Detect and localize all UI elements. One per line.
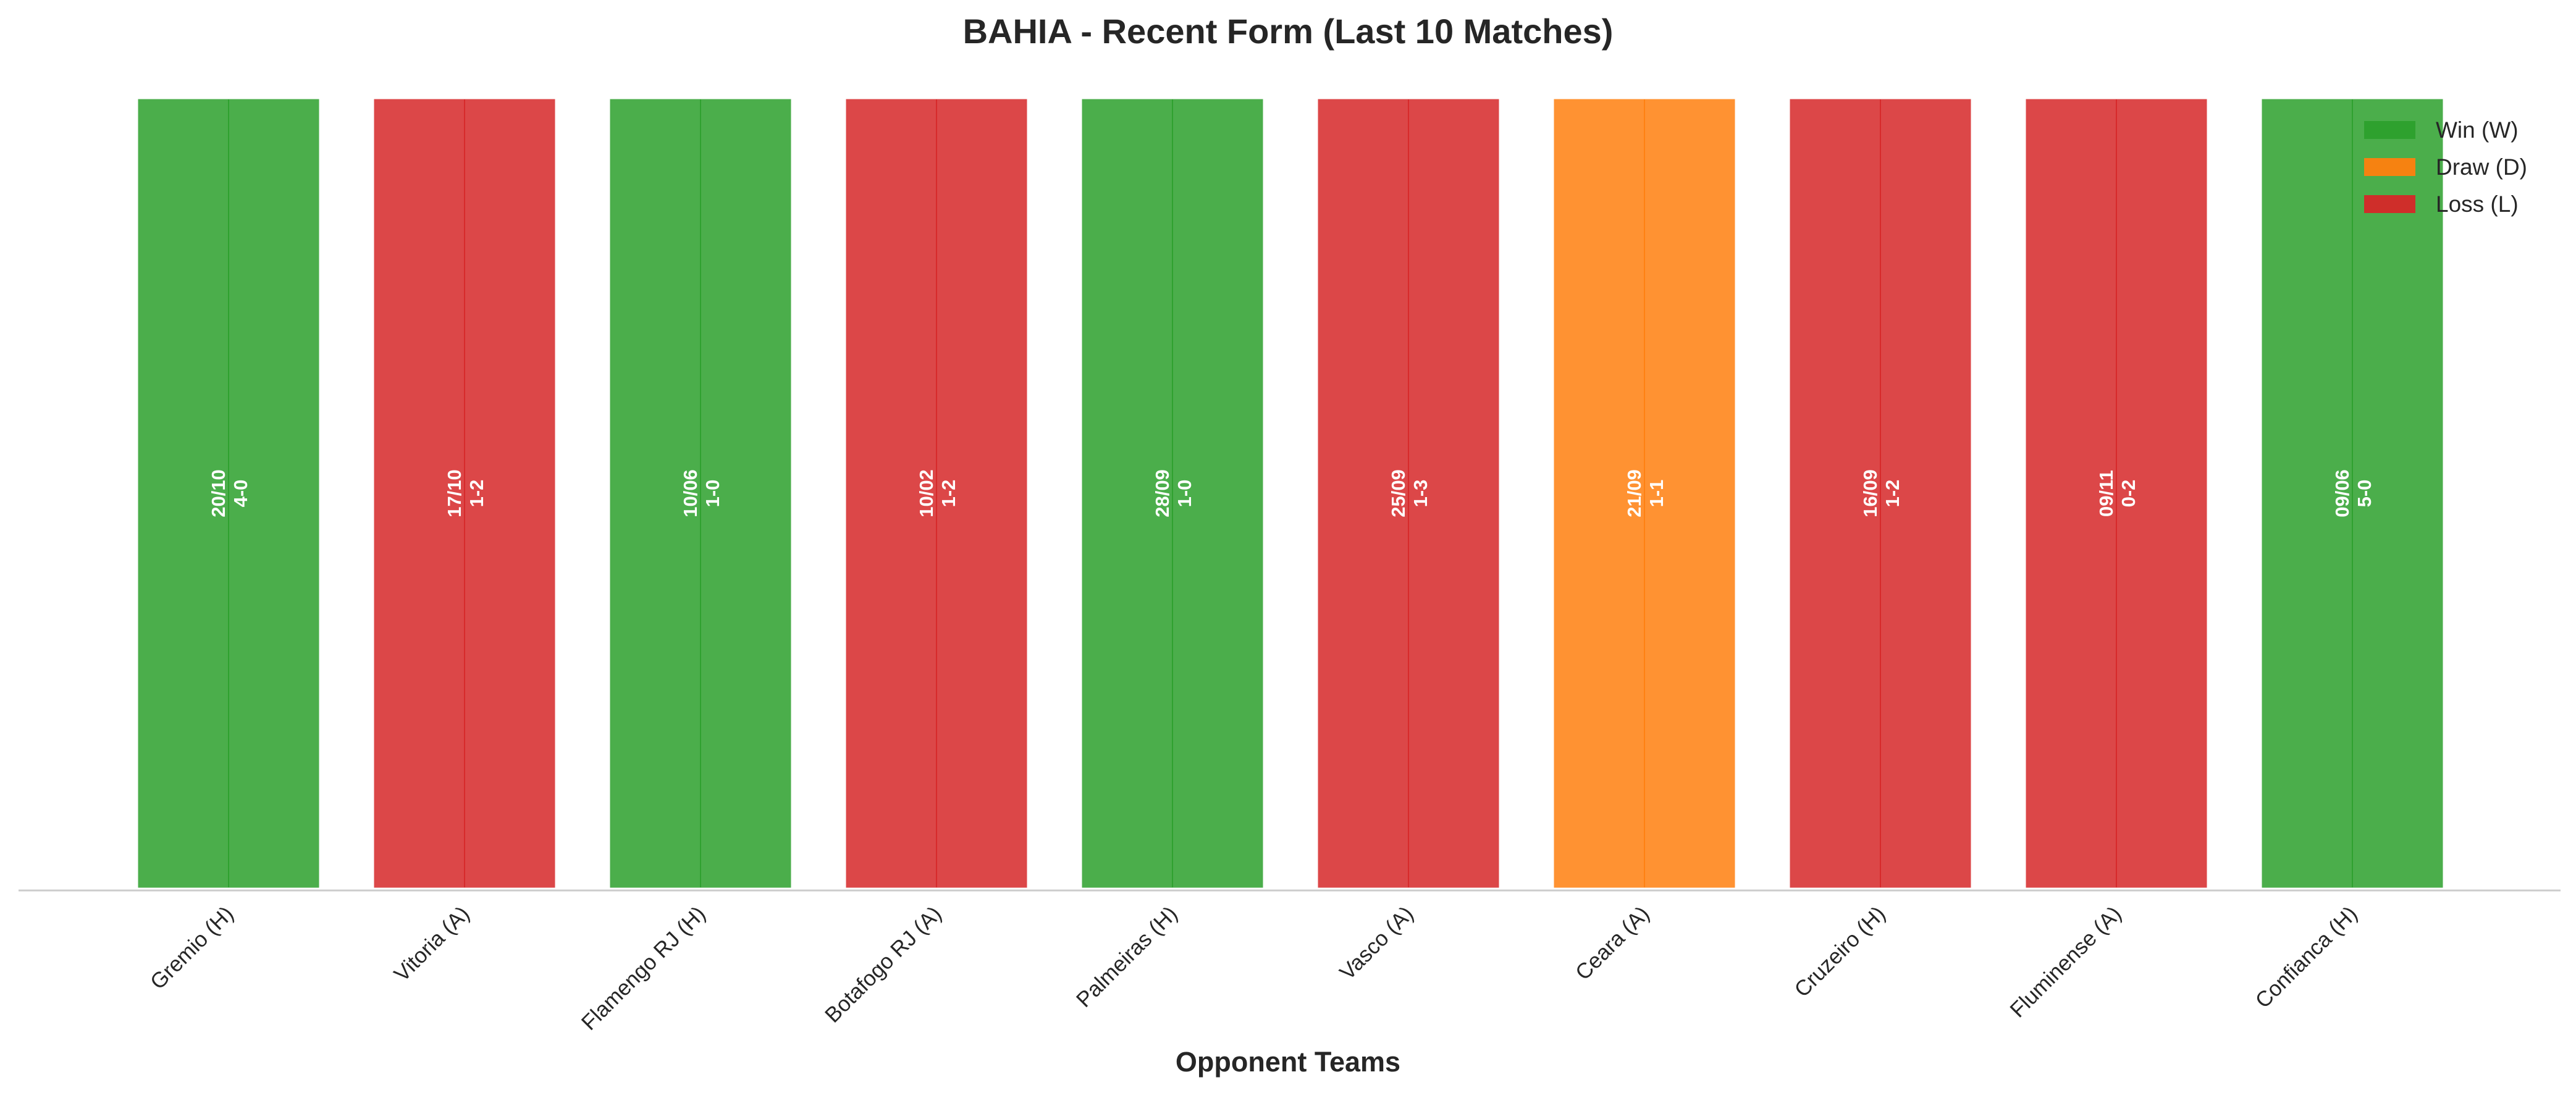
bars-group: 20/104-0 17/101-2 10/061-0 10/021-2 28/091-0… (135, 96, 2446, 891)
legend: Win (W) Draw (D) Loss (L) (2364, 117, 2527, 217)
bar-score: 1-0 (702, 480, 723, 508)
bar-score: 1-2 (938, 480, 959, 508)
x-tick-label-6: Vasco (A) (1335, 902, 1418, 984)
bar-label-2: 17/101-2 (444, 469, 487, 517)
bar-date: 20/10 (208, 469, 229, 517)
bar-date: 09/11 (2095, 470, 2117, 517)
bar-label-1: 20/104-0 (208, 469, 251, 517)
bar-score: 1-0 (1174, 480, 1195, 508)
x-tick-label-1: Gremio (H) (146, 902, 238, 994)
x-tick-label-3: Flamengo RJ (H) (577, 902, 710, 1035)
bar-label-4: 10/021-2 (915, 469, 959, 517)
bar-label-6: 25/091-3 (1387, 469, 1431, 517)
bar-score: 1-2 (466, 480, 487, 508)
bar-date: 28/09 (1151, 469, 1173, 517)
legend-label-w: Win (W) (2436, 117, 2519, 143)
x-tick-label-8: Cruzeiro (H) (1790, 902, 1890, 1002)
bar-score: 1-3 (1410, 480, 1431, 508)
bar-score: 1-2 (1882, 480, 1903, 508)
bar-label-7: 21/091-1 (1623, 469, 1667, 517)
legend-swatch-l (2364, 195, 2415, 213)
bar-score: 5-0 (2354, 480, 2375, 508)
bar-date: 21/09 (1623, 469, 1645, 517)
x-tick-label-10: Confianca (H) (2250, 902, 2362, 1013)
bar-date: 17/10 (444, 469, 465, 517)
bar-label-5: 28/091-0 (1151, 469, 1195, 517)
bar-label-3: 10/061-0 (680, 469, 723, 517)
legend-swatch-d (2364, 158, 2415, 176)
bar-score: 1-1 (1646, 480, 1667, 508)
x-tick-labels: Gremio (H) Vitoria (A) Flamengo RJ (H) Bota… (146, 902, 2362, 1035)
bar-label-10: 09/065-0 (2331, 469, 2375, 517)
bar-date: 16/09 (1859, 469, 1881, 517)
x-tick-label-4: Botafogo RJ (A) (820, 902, 946, 1028)
x-tick-label-9: Fluminense (A) (2005, 902, 2126, 1022)
bar-label-9: 09/110-2 (2095, 470, 2139, 517)
bar-label-8: 16/091-2 (1859, 469, 1903, 517)
bar-date: 25/09 (1387, 469, 1409, 517)
chart-title: BAHIA - Recent Form (Last 10 Matches) (963, 12, 1614, 51)
x-tick-label-2: Vitoria (A) (390, 902, 474, 986)
legend-label-l: Loss (L) (2436, 191, 2519, 217)
legend-swatch-w (2364, 121, 2415, 139)
bar-date: 10/06 (680, 469, 701, 517)
bar-date: 09/06 (2331, 469, 2353, 517)
x-axis-label: Opponent Teams (1176, 1046, 1400, 1078)
bar-score: 0-2 (2118, 480, 2139, 508)
bar-date: 10/02 (915, 469, 937, 517)
bar-score: 4-0 (230, 480, 251, 508)
legend-label-d: Draw (D) (2436, 154, 2527, 180)
x-tick-label-5: Palmeiras (H) (1072, 902, 1182, 1012)
x-tick-label-7: Ceara (A) (1571, 902, 1654, 985)
